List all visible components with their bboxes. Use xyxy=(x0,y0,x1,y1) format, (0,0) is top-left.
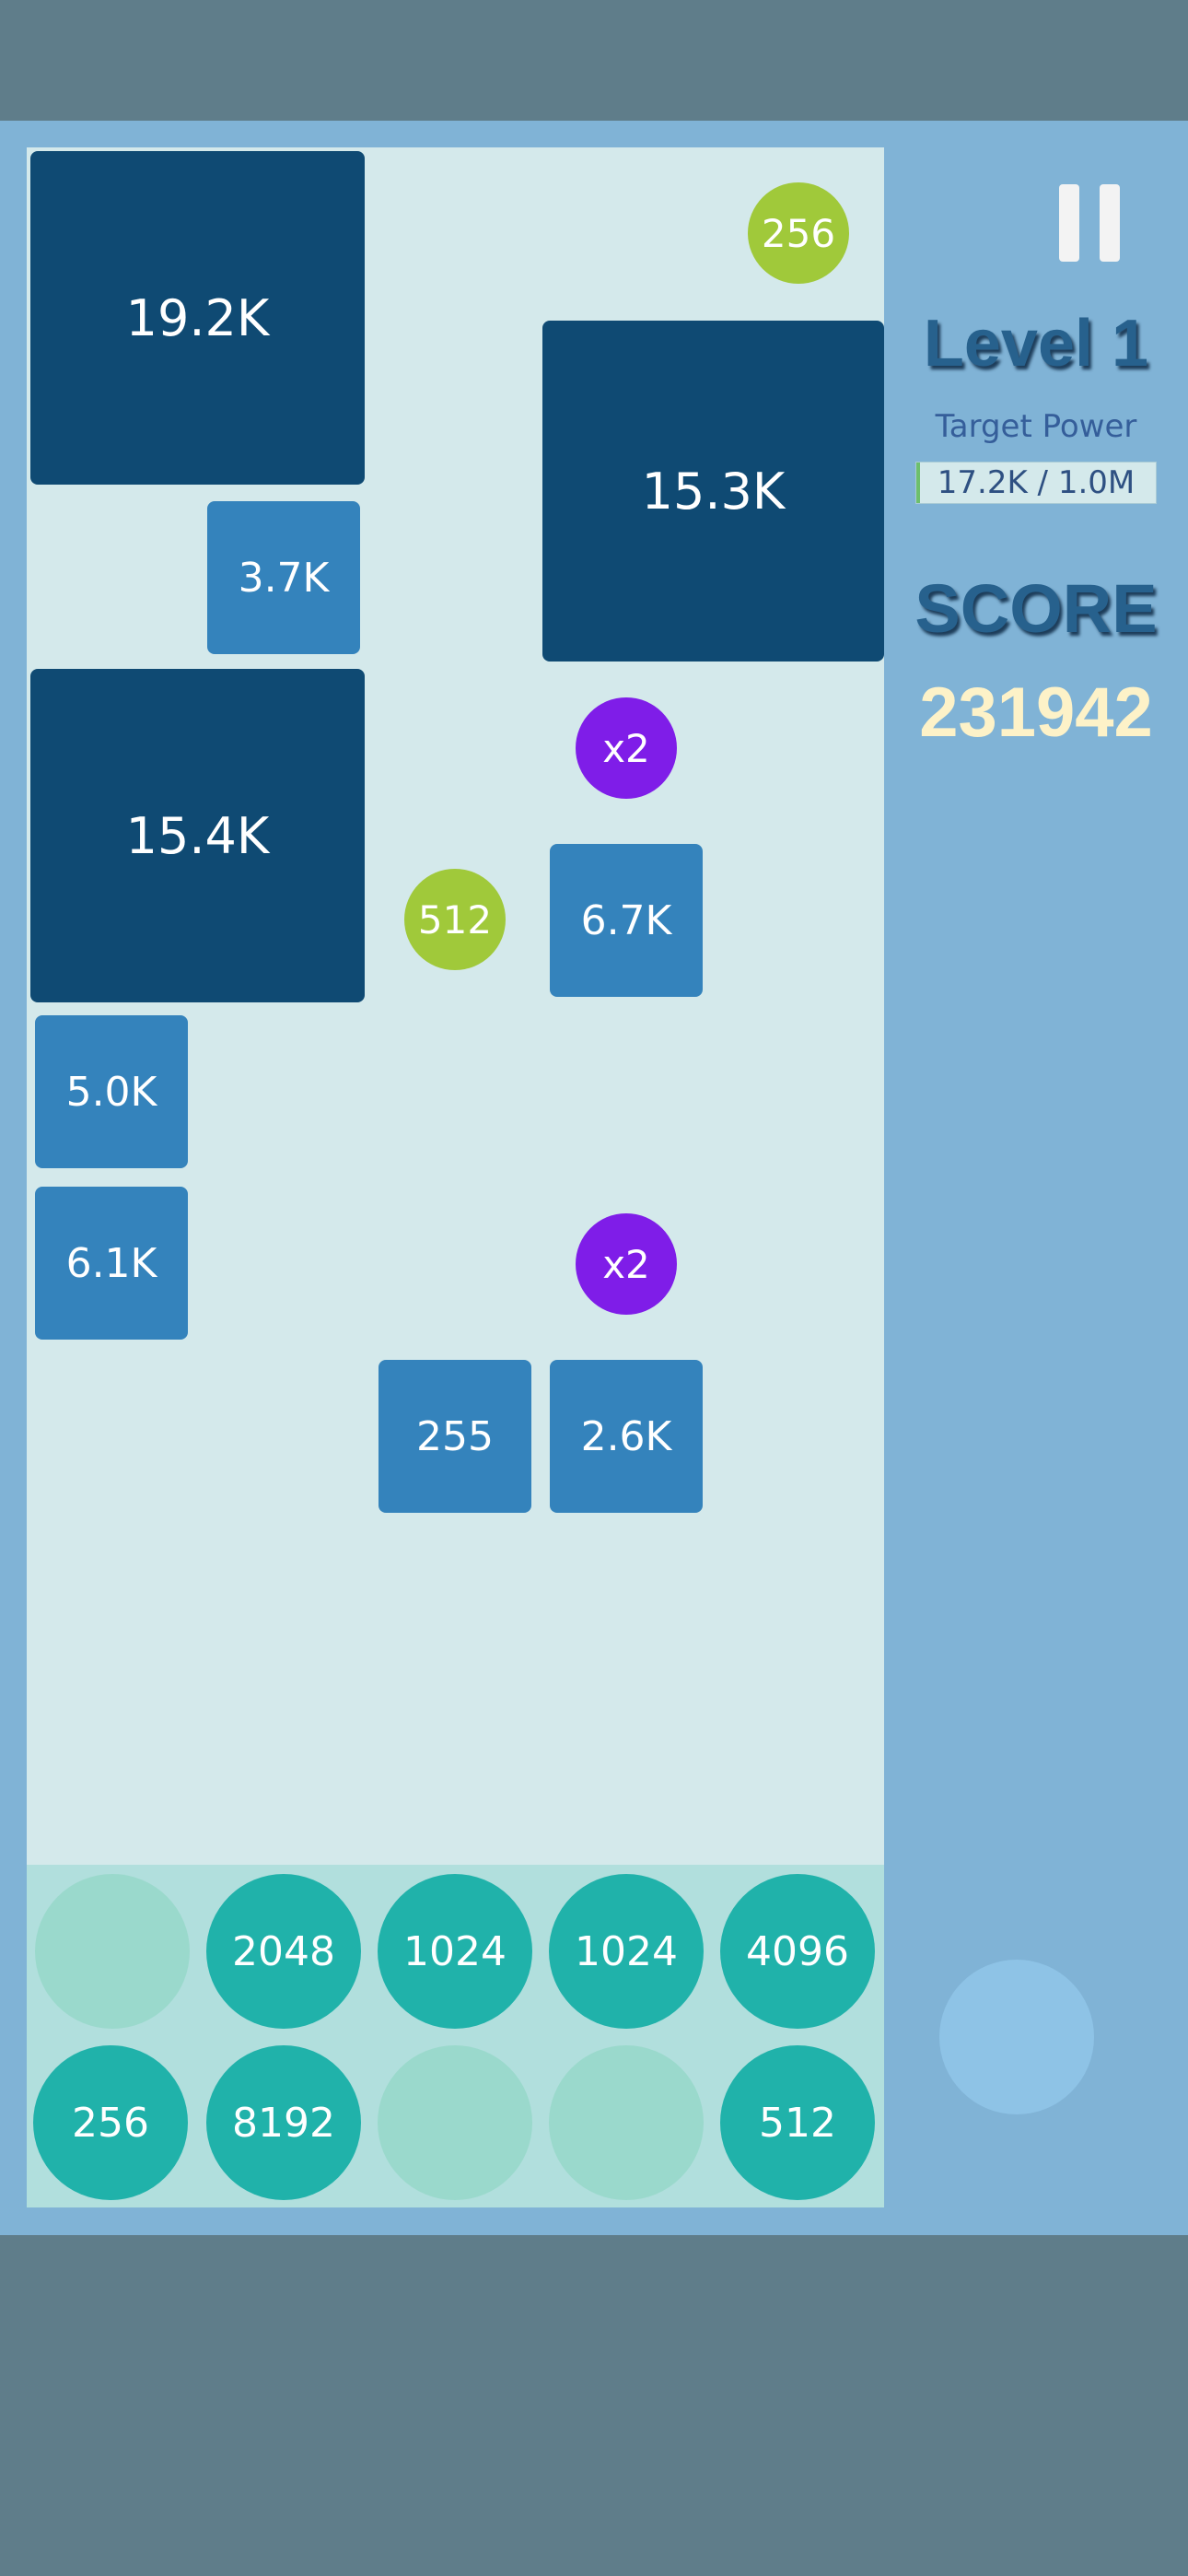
score-label: SCORE xyxy=(914,570,1158,647)
block-tile: 19.2K xyxy=(30,151,365,485)
block-tile: 15.3K xyxy=(542,321,884,662)
power-ball: 512 xyxy=(404,869,506,970)
tray-ball[interactable]: 4096 xyxy=(720,1874,875,2029)
game-board[interactable]: 19.2K 15.3K 3.7K 15.4K 6.7K 5.0K 6.1K 25… xyxy=(27,147,884,2207)
block-tile: 5.0K xyxy=(35,1015,188,1168)
ball-tray: 2048 1024 1024 4096 256 8192 512 xyxy=(27,1865,884,2207)
tray-ball[interactable]: 512 xyxy=(720,2045,875,2200)
target-power-label: Target Power xyxy=(935,408,1137,445)
tray-ball[interactable]: 2048 xyxy=(206,1874,361,2029)
tray-ball[interactable]: 256 xyxy=(33,2045,188,2200)
target-power-value: 17.2K / 1.0M xyxy=(937,464,1136,501)
block-tile: 15.4K xyxy=(30,669,365,1002)
block-tile: 6.7K xyxy=(550,844,703,997)
power-ball: 256 xyxy=(748,182,849,284)
empty-slot[interactable] xyxy=(549,2045,704,2200)
target-power-fill xyxy=(916,463,921,503)
empty-slot[interactable] xyxy=(35,1874,190,2029)
pause-icon xyxy=(1100,184,1120,262)
score-value: 231942 xyxy=(919,673,1153,752)
hud-panel: Level 1 Target Power 17.2K / 1.0M SCORE … xyxy=(884,147,1188,2235)
multiplier-ball: x2 xyxy=(576,1213,677,1315)
block-tile: 6.1K xyxy=(35,1187,188,1340)
pause-button[interactable] xyxy=(1059,184,1120,262)
level-label: Level 1 xyxy=(923,307,1149,381)
action-button[interactable] xyxy=(939,1960,1094,2114)
block-tile: 255 xyxy=(379,1360,531,1513)
multiplier-ball: x2 xyxy=(576,697,677,799)
tray-ball[interactable]: 1024 xyxy=(378,1874,532,2029)
tray-ball[interactable]: 8192 xyxy=(206,2045,361,2200)
block-tile: 3.7K xyxy=(207,501,360,654)
pause-icon xyxy=(1059,184,1079,262)
block-tile: 2.6K xyxy=(550,1360,703,1513)
target-power-bar: 17.2K / 1.0M xyxy=(915,462,1157,504)
empty-slot[interactable] xyxy=(378,2045,532,2200)
tray-ball[interactable]: 1024 xyxy=(549,1874,704,2029)
